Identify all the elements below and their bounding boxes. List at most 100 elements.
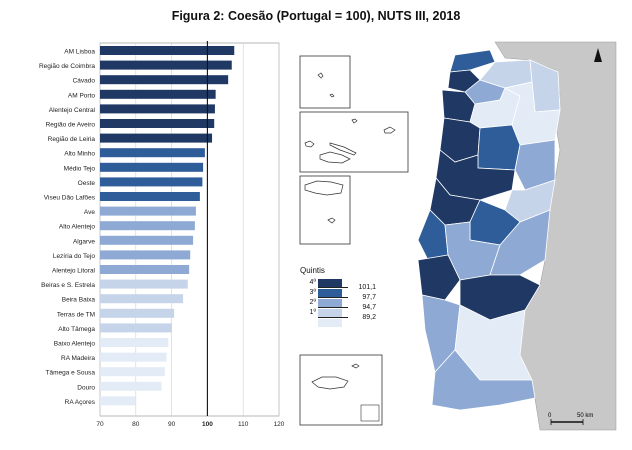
scale-end-label: 50 km [577, 413, 593, 419]
category-label-13: Algarve [73, 238, 95, 245]
bar-9 [100, 177, 203, 187]
legend-threshold-value: 89,2 [362, 314, 376, 321]
legend-row-1: 3º 97,7 [300, 288, 420, 301]
category-label-11: Ave [84, 209, 95, 216]
region-alto-minho [449, 49, 496, 73]
x-tick-label-120: 120 [274, 421, 285, 428]
category-label-3: AM Porto [68, 92, 95, 99]
legend-threshold-line [318, 307, 348, 308]
island-flores [317, 72, 324, 79]
category-label-4: Alentejo Central [49, 107, 96, 114]
legend-swatch [318, 289, 342, 297]
inset-frame-azores-east [299, 175, 351, 245]
bar-16 [100, 279, 188, 289]
legend-row-4 [300, 318, 420, 328]
category-label-5: Região de Aveiro [46, 122, 96, 129]
bar-7 [100, 148, 205, 158]
legend-swatch [318, 299, 342, 307]
legend-quintile-label: 1º [309, 309, 316, 316]
island-terceira [383, 126, 396, 134]
legend-row-2: 2º 94,7 [300, 298, 420, 311]
legend-threshold-line [318, 297, 348, 298]
category-label-10: Viseu Dão Lafões [44, 195, 96, 202]
category-label-1: Região de Coimbra [39, 63, 95, 70]
bar-15 [100, 265, 190, 274]
bar-5 [100, 119, 215, 128]
legend-threshold-value: 97,7 [362, 294, 376, 301]
legend-swatch [318, 309, 342, 317]
legend-row-3: 1º 89,2 [300, 308, 420, 321]
category-label-7: Alto Minho [64, 151, 95, 158]
legend-swatch [318, 319, 342, 327]
bar-chart: 70 80 90 100 110 120 AM Lisboa Região de Coimbr… [39, 41, 285, 428]
bar-24 [100, 396, 136, 406]
bar-20 [100, 338, 169, 347]
bar-13 [100, 235, 194, 245]
inset-frame-azores-west [299, 55, 351, 109]
inset-frame-azores-central [299, 111, 409, 173]
bar-3 [100, 89, 216, 99]
category-label-23: Douro [77, 384, 95, 391]
category-label-19: Alto Tâmega [58, 326, 95, 333]
island-graciosa [351, 118, 358, 124]
island-porto-santo [351, 363, 360, 369]
legend-swatch [318, 279, 342, 287]
x-tick-label-110: 110 [238, 421, 249, 428]
island-pico [319, 151, 351, 164]
region-algarve [431, 349, 536, 411]
figure-title: Figura 2: Coesão (Portugal = 100), NUTS … [171, 9, 461, 23]
category-label-15: Alentejo Litoral [52, 268, 96, 275]
category-label-21: RA Madeira [61, 355, 95, 362]
region-viseu [477, 124, 521, 171]
category-label-14: Lezíria do Tejo [53, 253, 96, 260]
island-sao-miguel [304, 180, 344, 196]
region-am-lisboa [417, 254, 461, 301]
north-arrow-icon [594, 48, 602, 62]
x-tick-label-90: 90 [168, 421, 176, 428]
island-santa-maria [327, 217, 336, 224]
bar-21 [100, 352, 167, 362]
category-label-22: Tâmega e Sousa [45, 370, 95, 377]
legend-row-0: 4º 101,1 [300, 278, 420, 291]
bar-19 [100, 323, 172, 333]
category-label-18: Terras de TM [57, 311, 95, 318]
bar-0 [100, 46, 235, 55]
x-tick-label-80: 80 [132, 421, 140, 428]
bar-8 [100, 162, 204, 172]
inset-frame-madeira [299, 354, 383, 426]
category-label-12: Alto Alentejo [59, 224, 96, 231]
bar-18 [100, 308, 175, 318]
category-label-2: Cávado [73, 78, 96, 85]
legend-threshold-line [318, 317, 348, 318]
bar-14 [100, 250, 191, 260]
category-label-9: Oeste [78, 180, 96, 187]
category-label-24: RA Açores [65, 399, 96, 406]
legend-threshold-value: 94,7 [362, 304, 376, 311]
scale-start-label: 0 [548, 413, 552, 419]
bar-6 [100, 133, 213, 143]
category-label-17: Beira Baixa [62, 297, 96, 304]
legend: Quintis 4º 101,1 3º 97,7 2º 94,7 1º 89,2 [300, 266, 420, 336]
bar-10 [100, 192, 200, 201]
legend-quintile-label: 4º [309, 279, 316, 286]
category-label-0: AM Lisboa [64, 49, 95, 56]
category-label-8: Médio Tejo [64, 165, 96, 172]
legend-quintile-label: 3º [309, 289, 316, 296]
legend-quintile-label: 2º [309, 299, 316, 306]
x-tick-label-100: 100 [202, 421, 213, 428]
x-tick-label-70: 70 [96, 421, 104, 428]
island-sao-jorge [329, 142, 357, 156]
legend-title: Quintis [300, 266, 325, 275]
bar-11 [100, 206, 196, 216]
inset-frame-selvagens [360, 404, 380, 422]
legend-threshold-line [318, 287, 348, 288]
bar-1 [100, 60, 232, 70]
bar-4 [100, 104, 215, 114]
bar-17 [100, 294, 184, 304]
category-label-6: Região de Leiria [48, 136, 96, 143]
category-label-20: Baixo Alentejo [54, 341, 96, 348]
bar-2 [100, 75, 229, 85]
legend-threshold-value: 101,1 [358, 284, 376, 291]
island-madeira [311, 376, 349, 390]
